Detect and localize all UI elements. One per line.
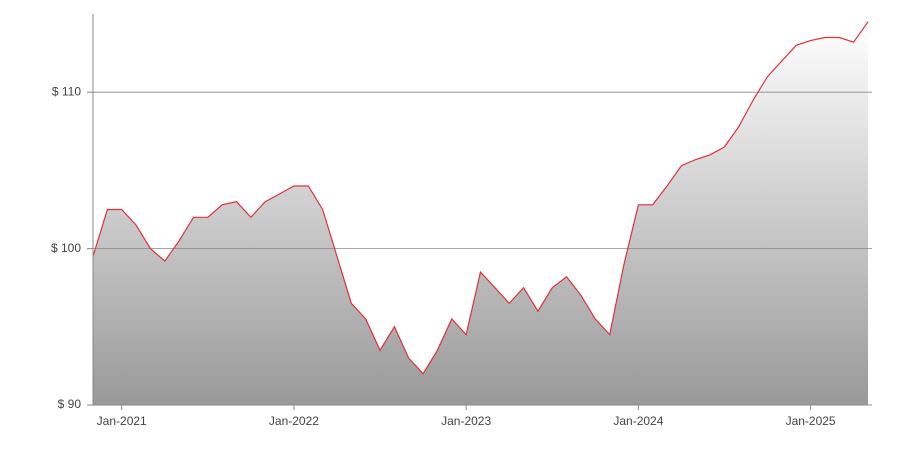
x-tick-label: Jan-2022 <box>269 414 319 428</box>
y-tick-label: $ 100 <box>51 241 81 255</box>
y-tick-label: $ 90 <box>58 397 82 411</box>
price-line <box>92 21 869 375</box>
x-tick-label: Jan-2025 <box>786 414 836 428</box>
area-fill <box>93 21 868 406</box>
y-tick-label: $ 110 <box>52 84 81 98</box>
x-tick-label: Jan-2021 <box>97 414 147 428</box>
x-tick-label: Jan-2024 <box>613 414 663 428</box>
x-tick-label: Jan-2023 <box>441 414 491 428</box>
